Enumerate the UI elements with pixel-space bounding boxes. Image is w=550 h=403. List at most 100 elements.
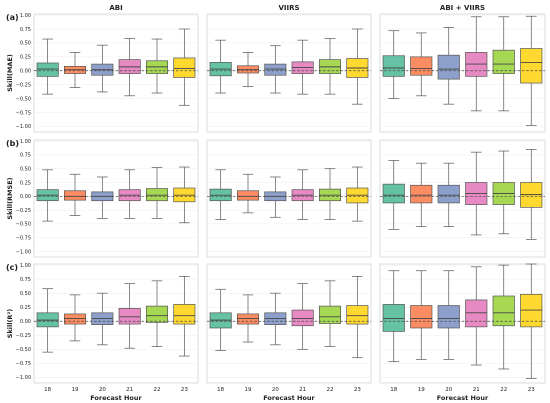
y-tick-label: 1.00 bbox=[20, 139, 31, 145]
box-23 bbox=[520, 15, 543, 126]
x-axis-label: Forecast Hour bbox=[437, 394, 489, 402]
y-tick-label: 0.25 bbox=[20, 55, 31, 61]
box-23 bbox=[173, 166, 196, 224]
x-tick-label: 18 bbox=[390, 387, 397, 393]
x-axis-label: Forecast Hour bbox=[263, 394, 315, 402]
y-tick-label: −0.50 bbox=[16, 347, 31, 353]
box-20 bbox=[264, 292, 287, 346]
y-tick-label: −0.50 bbox=[16, 222, 31, 228]
box-21 bbox=[291, 169, 314, 220]
box-iqr bbox=[382, 55, 405, 77]
box-22 bbox=[318, 280, 342, 347]
row-label: (a) bbox=[6, 13, 19, 22]
x-tick-label: 19 bbox=[418, 387, 425, 393]
panel bbox=[379, 139, 546, 258]
box-22 bbox=[145, 38, 169, 94]
box-21 bbox=[465, 16, 488, 112]
box-20 bbox=[437, 27, 460, 105]
box-18 bbox=[382, 30, 405, 99]
x-tick-label: 19 bbox=[72, 387, 79, 393]
panel bbox=[206, 139, 372, 258]
box-iqr bbox=[145, 305, 169, 323]
panel: 18 19 20 21 22 23 Forecast Hour bbox=[379, 263, 546, 402]
column-title: ABI bbox=[109, 4, 122, 12]
box-18 bbox=[382, 270, 405, 363]
box-iqr bbox=[520, 293, 543, 328]
box-23 bbox=[520, 263, 543, 379]
y-tick-label: 0.75 bbox=[20, 27, 31, 33]
box-21 bbox=[465, 151, 488, 236]
y-tick-label: 1.00 bbox=[20, 13, 31, 19]
x-tick-label: 20 bbox=[445, 387, 452, 393]
y-tick-label: −0.25 bbox=[16, 333, 31, 339]
x-tick-label: 22 bbox=[500, 387, 507, 393]
box-19 bbox=[63, 52, 87, 88]
y-tick-label: 0.00 bbox=[20, 69, 31, 75]
y-tick-label: −0.75 bbox=[16, 361, 31, 367]
y-axis-label: Skill(RMSE) bbox=[6, 177, 14, 219]
box-18 bbox=[382, 160, 405, 230]
y-tick-label: −1.00 bbox=[16, 249, 31, 255]
y-tick-label: 0.50 bbox=[20, 41, 31, 47]
panel bbox=[379, 13, 546, 133]
y-tick-label: −0.25 bbox=[16, 82, 31, 88]
x-tick-label: 23 bbox=[354, 387, 361, 393]
box-iqr bbox=[382, 304, 405, 332]
box-21 bbox=[465, 266, 488, 366]
box-iqr bbox=[63, 313, 87, 325]
box-19 bbox=[63, 294, 87, 342]
x-tick-label: 18 bbox=[217, 387, 224, 393]
box-iqr bbox=[318, 305, 342, 324]
box-18 bbox=[209, 288, 232, 351]
x-tick-label: 23 bbox=[528, 387, 535, 393]
x-tick-label: 19 bbox=[245, 387, 252, 393]
y-tick-label: −0.25 bbox=[16, 208, 31, 214]
y-tick-label: 0.50 bbox=[20, 166, 31, 172]
box-19 bbox=[410, 162, 433, 227]
box-20 bbox=[437, 270, 460, 360]
box-22 bbox=[492, 264, 515, 370]
y-tick-label: 0.50 bbox=[20, 291, 31, 297]
box-iqr bbox=[410, 184, 433, 204]
x-tick-label: 20 bbox=[99, 387, 106, 393]
box-19 bbox=[236, 52, 260, 87]
box-iqr bbox=[36, 62, 59, 77]
panel: 18 19 20 21 22 23 Forecast Hour bbox=[206, 263, 372, 402]
box-19 bbox=[410, 270, 433, 360]
x-tick-label: 21 bbox=[473, 387, 480, 393]
box-18 bbox=[209, 39, 232, 94]
box-20 bbox=[264, 45, 287, 94]
y-tick-label: 0.75 bbox=[20, 277, 31, 283]
row-label: (b) bbox=[6, 139, 19, 148]
column-title: VIIRS bbox=[278, 4, 299, 12]
box-iqr bbox=[63, 190, 87, 201]
box-iqr bbox=[520, 48, 543, 84]
box-20 bbox=[91, 292, 114, 346]
panel: 1.00 0.75 0.50 0.25 0.00 −0.25 −0.50 −0.75 −1.00 bbox=[16, 139, 199, 258]
panel bbox=[206, 13, 372, 133]
x-tick-label: 21 bbox=[126, 387, 133, 393]
y-tick-label: 1.00 bbox=[20, 263, 31, 269]
box-20 bbox=[91, 44, 114, 93]
y-tick-label: −0.75 bbox=[16, 235, 31, 241]
box-23 bbox=[346, 166, 369, 222]
box-22 bbox=[318, 168, 342, 220]
box-21 bbox=[118, 38, 141, 97]
y-tick-label: −1.00 bbox=[16, 375, 31, 381]
row-label: (c) bbox=[6, 263, 18, 272]
y-tick-label: 0.00 bbox=[20, 194, 31, 200]
box-23 bbox=[173, 275, 196, 357]
y-axis-label: Skill(MAE) bbox=[6, 54, 14, 92]
box-iqr bbox=[118, 307, 141, 325]
box-iqr bbox=[145, 188, 169, 202]
box-iqr bbox=[346, 305, 369, 325]
box-21 bbox=[291, 283, 314, 350]
box-iqr bbox=[465, 299, 488, 328]
x-tick-label: 20 bbox=[272, 387, 279, 393]
box-23 bbox=[346, 28, 369, 105]
y-tick-label: 0.75 bbox=[20, 153, 31, 159]
panel: 1.00 0.75 0.50 0.25 0.00 −0.25 −0.50 −0.75 −1.00… bbox=[16, 263, 199, 402]
box-22 bbox=[492, 150, 515, 235]
box-19 bbox=[236, 294, 260, 343]
box-21 bbox=[118, 169, 141, 219]
